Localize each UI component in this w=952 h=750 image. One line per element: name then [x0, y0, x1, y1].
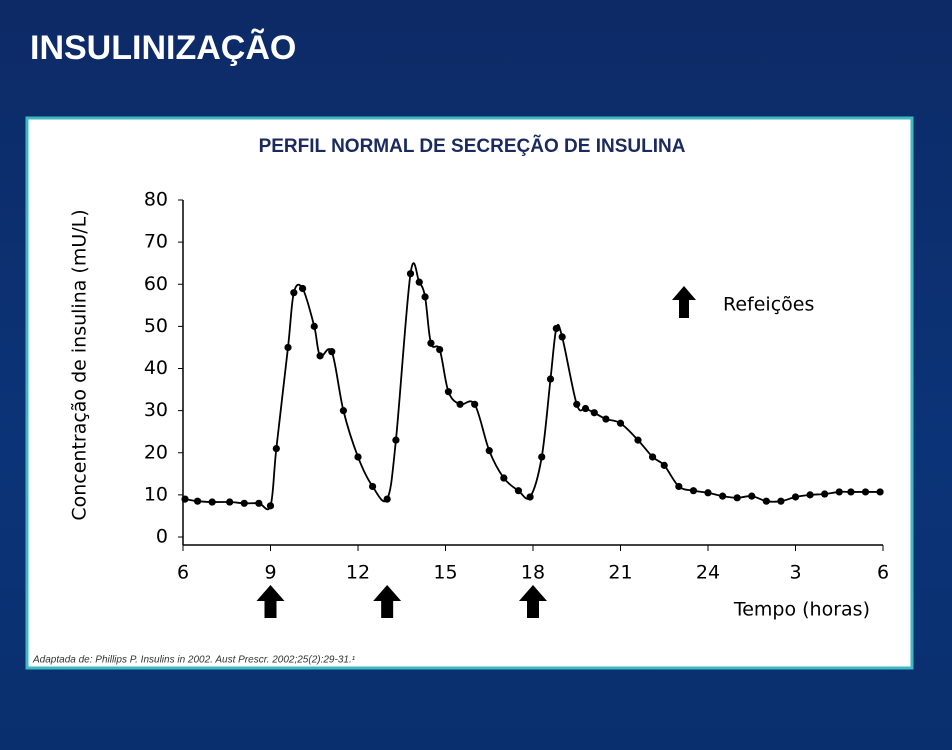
x-tick-label: 21 — [608, 562, 632, 584]
data-point — [748, 492, 756, 500]
x-tick-label: 12 — [346, 562, 370, 584]
meal-arrow — [519, 585, 547, 618]
x-tick-label: 3 — [789, 562, 801, 584]
data-point — [406, 270, 415, 278]
data-point — [861, 488, 870, 496]
y-tick-label: 70 — [144, 231, 168, 253]
data-point — [526, 493, 534, 501]
data-point — [255, 499, 263, 507]
y-axis-label: Concentração de insulina (mU/L) — [69, 209, 91, 520]
data-point — [538, 453, 546, 461]
y-tick-label: 40 — [144, 357, 168, 379]
data-point — [514, 487, 523, 495]
y-tick-label: 60 — [144, 273, 168, 295]
data-point — [573, 400, 581, 408]
data-point — [581, 404, 590, 413]
data-point — [704, 489, 712, 497]
data-point — [835, 488, 843, 496]
data-point — [590, 409, 598, 417]
y-tick-label: 80 — [144, 189, 168, 211]
data-point — [290, 289, 298, 297]
data-point — [392, 436, 400, 444]
x-tick-label: 9 — [264, 562, 276, 584]
data-point — [718, 492, 727, 500]
data-point — [354, 453, 362, 461]
y-tick-label: 0 — [156, 526, 168, 548]
y-tick-label: 10 — [144, 483, 168, 505]
source-note: Adaptada de: Phillips P. Insulins in 200… — [32, 655, 356, 666]
data-point — [616, 419, 625, 427]
data-point — [777, 497, 785, 505]
x-tick-label: 6 — [877, 562, 889, 584]
data-point — [500, 474, 508, 482]
data-point — [471, 400, 479, 408]
data-point — [415, 278, 423, 286]
data-point — [444, 388, 453, 396]
data-point — [821, 490, 829, 498]
data-point — [226, 498, 234, 506]
data-point — [876, 488, 884, 496]
data-point — [310, 322, 318, 330]
data-point — [240, 499, 248, 507]
data-point — [436, 345, 444, 354]
data-point — [266, 502, 275, 510]
data-point — [339, 407, 348, 415]
data-point — [634, 436, 642, 444]
slide-title: INSULINIZAÇÃO — [30, 29, 296, 67]
data-point — [272, 444, 280, 453]
data-point — [421, 293, 429, 301]
data-point — [298, 284, 307, 293]
data-point — [552, 324, 560, 333]
y-tick-label: 50 — [144, 315, 168, 337]
x-tick-label: 15 — [433, 562, 457, 584]
data-point — [602, 415, 610, 423]
data-point — [558, 333, 566, 341]
x-tick-label: 6 — [177, 562, 189, 584]
data-point — [762, 497, 770, 505]
data-point — [193, 497, 202, 505]
legend-label: Refeições — [723, 294, 814, 316]
data-point — [660, 461, 668, 469]
y-tick-label: 20 — [144, 441, 168, 463]
legend-arrow — [672, 286, 696, 318]
x-tick-label: 18 — [521, 562, 545, 584]
x-axis-label: Tempo (horas) — [733, 599, 870, 621]
data-point — [675, 482, 683, 491]
data-point — [689, 487, 698, 495]
x-tick-label: 24 — [696, 562, 720, 584]
meal-arrow — [256, 585, 285, 618]
data-point — [427, 339, 435, 347]
data-point — [847, 488, 855, 496]
chart-panel — [25, 116, 914, 670]
data-point — [806, 491, 814, 499]
data-point — [316, 352, 324, 360]
meal-arrow — [373, 585, 402, 618]
data-point — [208, 498, 216, 506]
data-point — [383, 495, 391, 503]
data-point — [456, 400, 464, 408]
chart-title: PERFIL NORMAL DE SECREÇÃO DE INSULINA — [259, 135, 686, 157]
data-point — [733, 494, 741, 502]
data-point — [181, 495, 189, 503]
data-point — [485, 447, 493, 455]
data-point — [546, 375, 555, 383]
y-tick-label: 30 — [144, 399, 168, 421]
data-point — [284, 343, 292, 352]
data-point — [328, 348, 336, 356]
data-point — [368, 482, 377, 491]
data-point — [648, 453, 657, 461]
data-point — [791, 493, 800, 501]
